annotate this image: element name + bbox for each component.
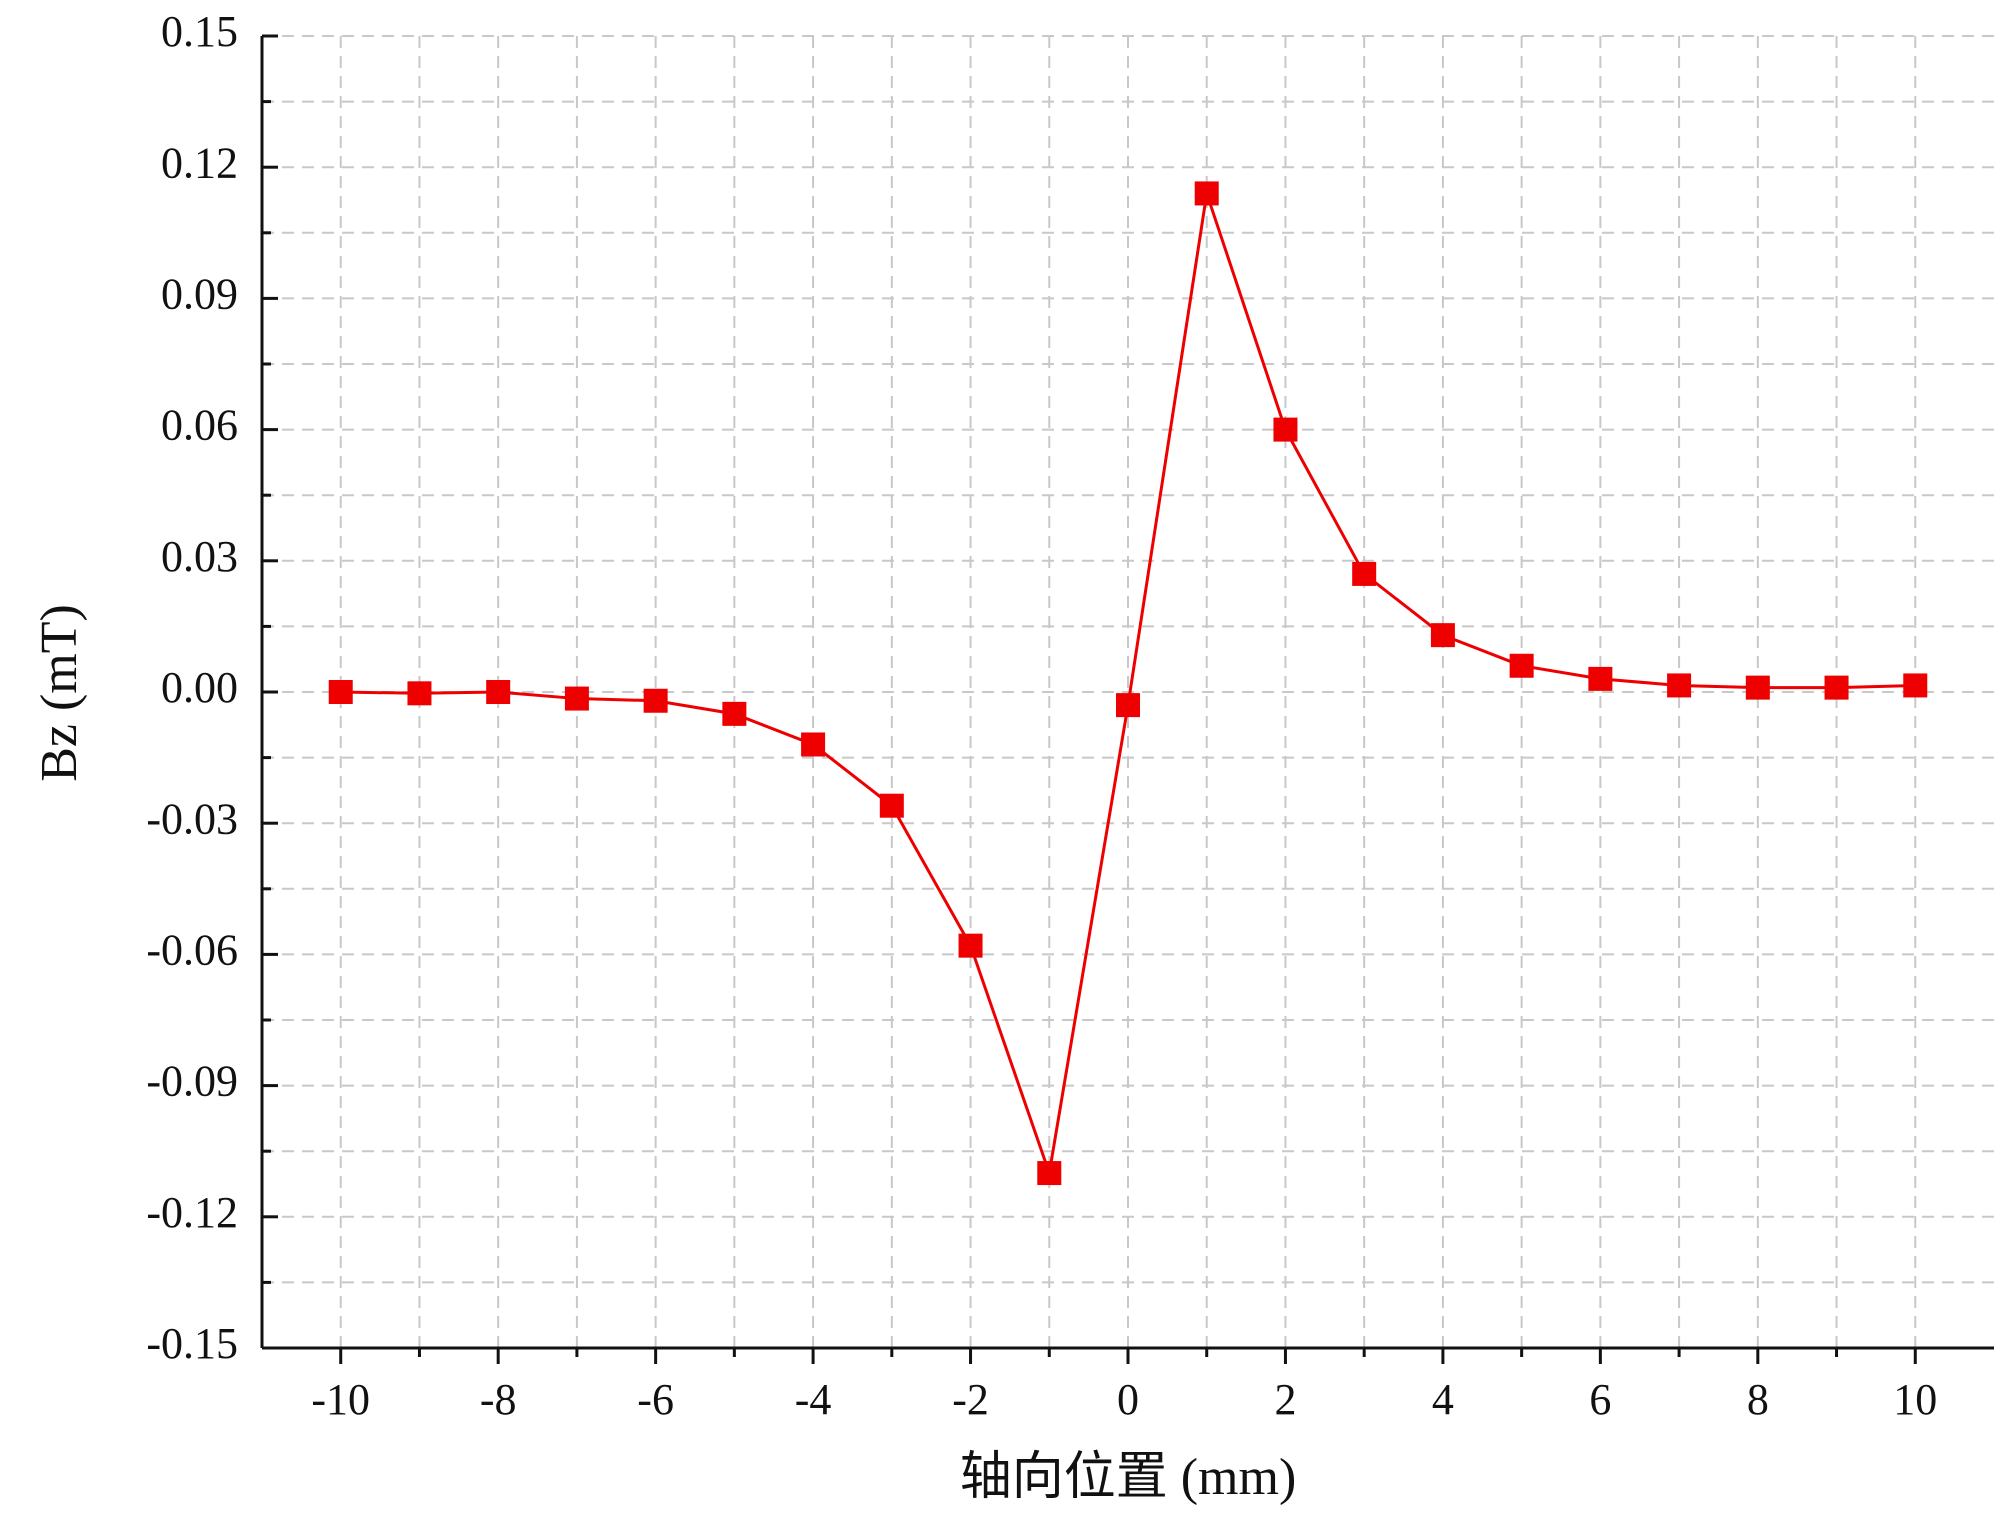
y-tick-label: 0.15 <box>161 7 238 56</box>
y-tick-label: -0.03 <box>146 794 238 843</box>
y-tick-label: 0.12 <box>161 138 238 187</box>
marker <box>1273 417 1298 442</box>
x-tick-label: 4 <box>1432 1375 1454 1424</box>
marker <box>958 933 983 958</box>
marker <box>1667 673 1692 698</box>
marker <box>1588 666 1613 691</box>
x-tick-label: 0 <box>1117 1375 1139 1424</box>
marker <box>407 681 432 706</box>
marker <box>801 732 826 757</box>
marker <box>1116 693 1140 718</box>
y-tick-label: -0.06 <box>146 925 238 974</box>
x-tick-label: -6 <box>637 1375 674 1424</box>
x-tick-label: 8 <box>1747 1375 1769 1424</box>
marker <box>1745 675 1770 700</box>
x-axis-label: 轴向位置 (mm) <box>960 1449 1297 1506</box>
marker <box>722 701 747 726</box>
marker <box>643 688 668 713</box>
y-tick-label: 0.09 <box>161 269 238 318</box>
y-tick-label: -0.12 <box>146 1188 238 1237</box>
x-tick-label: -4 <box>795 1375 832 1424</box>
marker <box>1430 623 1455 648</box>
y-axis-label: Bz (mT) <box>31 604 88 782</box>
marker <box>1352 561 1377 586</box>
y-tick-label: 0.06 <box>161 401 238 450</box>
marker <box>1903 673 1928 698</box>
x-tick-label: 6 <box>1589 1375 1611 1424</box>
y-tick-label: 0.03 <box>161 532 238 581</box>
marker <box>1037 1161 1062 1186</box>
x-tick-label: -10 <box>311 1375 370 1424</box>
y-tick-label: -0.15 <box>146 1319 238 1368</box>
x-tick-label: -2 <box>952 1375 989 1424</box>
x-tick-label: -8 <box>480 1375 517 1424</box>
x-tick-label: 10 <box>1893 1375 1937 1424</box>
marker <box>328 680 353 704</box>
marker <box>486 680 511 704</box>
x-tick-label: 2 <box>1274 1375 1296 1424</box>
marker <box>1194 181 1219 206</box>
marker <box>1824 675 1849 700</box>
marker <box>1509 653 1534 678</box>
y-tick-label: -0.09 <box>146 1057 238 1106</box>
y-tick-label: 0.00 <box>161 663 238 712</box>
marker <box>564 686 589 711</box>
marker <box>879 793 904 818</box>
